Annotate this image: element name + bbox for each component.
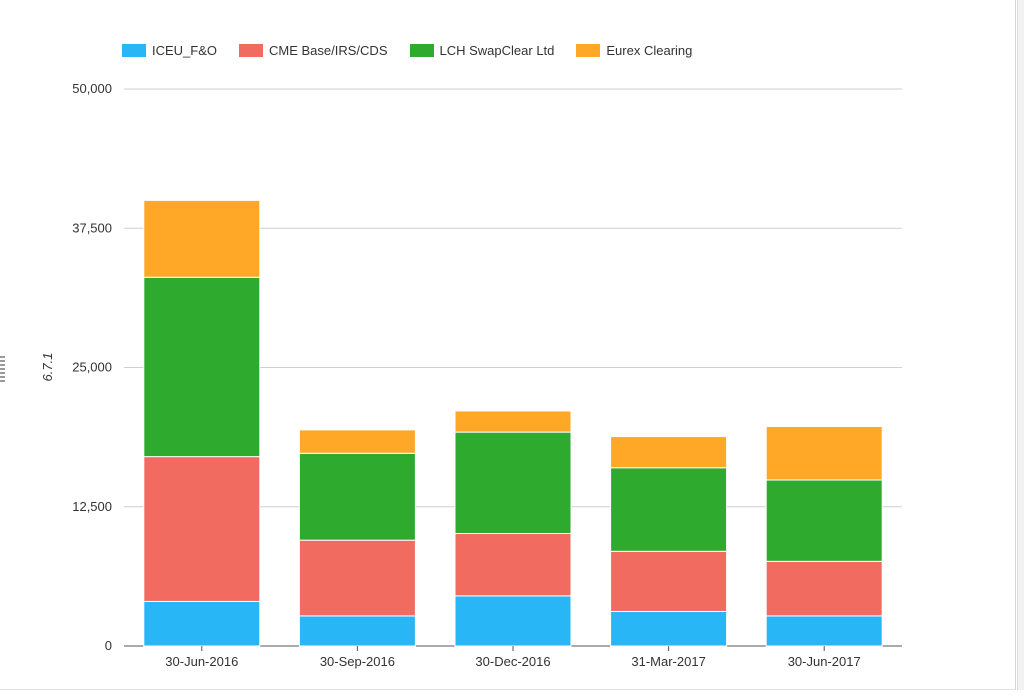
bar-segment[interactable] xyxy=(143,456,261,602)
bar-segment[interactable] xyxy=(610,467,728,552)
x-tick-label: 30-Sep-2016 xyxy=(320,654,395,669)
bar-segment[interactable] xyxy=(298,429,416,454)
legend-label: LCH SwapClear Ltd xyxy=(439,42,555,58)
legend-swatch xyxy=(239,43,264,57)
bar-segment[interactable] xyxy=(610,550,728,612)
bar-segment[interactable] xyxy=(454,532,572,597)
bar-segment[interactable] xyxy=(298,452,416,541)
bar-segment[interactable] xyxy=(765,426,883,481)
legend-swatch xyxy=(576,43,601,57)
bar-segment[interactable] xyxy=(143,600,261,647)
y-tick-label: 50,000 xyxy=(72,81,112,96)
y-axis-label: 6.7.1 xyxy=(40,353,55,382)
y-tick-label: 37,500 xyxy=(72,220,112,235)
legend-swatch xyxy=(122,43,146,57)
x-tick-label: 30-Jun-2016 xyxy=(165,654,238,669)
legend-swatch xyxy=(409,43,434,57)
legend-label: Eurex Clearing xyxy=(606,42,693,58)
bars xyxy=(143,199,883,647)
x-axis: 30-Jun-2016 30-Sep-2016 30-Dec-2016 31-Mar-… xyxy=(165,646,861,669)
x-tick-label: 30-Jun-2017 xyxy=(788,654,861,669)
bar-segment[interactable] xyxy=(765,560,883,617)
bar-segment[interactable] xyxy=(143,276,261,458)
legend-item-lch[interactable]: LCH SwapClear Ltd xyxy=(409,42,555,58)
bar-segment[interactable] xyxy=(143,199,261,278)
bar-segment[interactable] xyxy=(454,595,572,647)
x-tick-label: 30-Dec-2016 xyxy=(475,654,550,669)
bar-segment[interactable] xyxy=(298,539,416,617)
bar-segment[interactable] xyxy=(765,479,883,562)
bar-segment[interactable] xyxy=(765,615,883,647)
resize-handle-icon[interactable] xyxy=(0,356,5,382)
y-tick-label: 25,000 xyxy=(72,360,112,375)
bar-segment[interactable] xyxy=(610,436,728,469)
y-tick-label: 0 xyxy=(105,638,112,653)
legend-label: ICEU_F&O xyxy=(152,42,218,58)
chart-legend: ICEU_F&O CME Base/IRS/CDS LCH SwapClear … xyxy=(122,40,714,60)
vertical-scrollbar[interactable] xyxy=(1017,0,1024,690)
y-tick-label: 12,500 xyxy=(72,499,112,514)
legend-item-eurex[interactable]: Eurex Clearing xyxy=(576,43,692,58)
bar-segment[interactable] xyxy=(610,610,728,647)
bar-segment[interactable] xyxy=(454,431,572,534)
legend-item-iceu[interactable]: ICEU_F&O xyxy=(122,43,217,58)
legend-item-cme[interactable]: CME Base/IRS/CDS xyxy=(239,42,388,58)
chart-panel xyxy=(0,0,1016,690)
y-axis: 0 12,500 25,000 37,500 50,000 xyxy=(72,81,112,653)
x-tick-label: 31-Mar-2017 xyxy=(631,654,705,669)
bar-segment[interactable] xyxy=(454,410,572,433)
legend-label: CME Base/IRS/CDS xyxy=(269,42,388,58)
bar-segment[interactable] xyxy=(298,615,416,647)
